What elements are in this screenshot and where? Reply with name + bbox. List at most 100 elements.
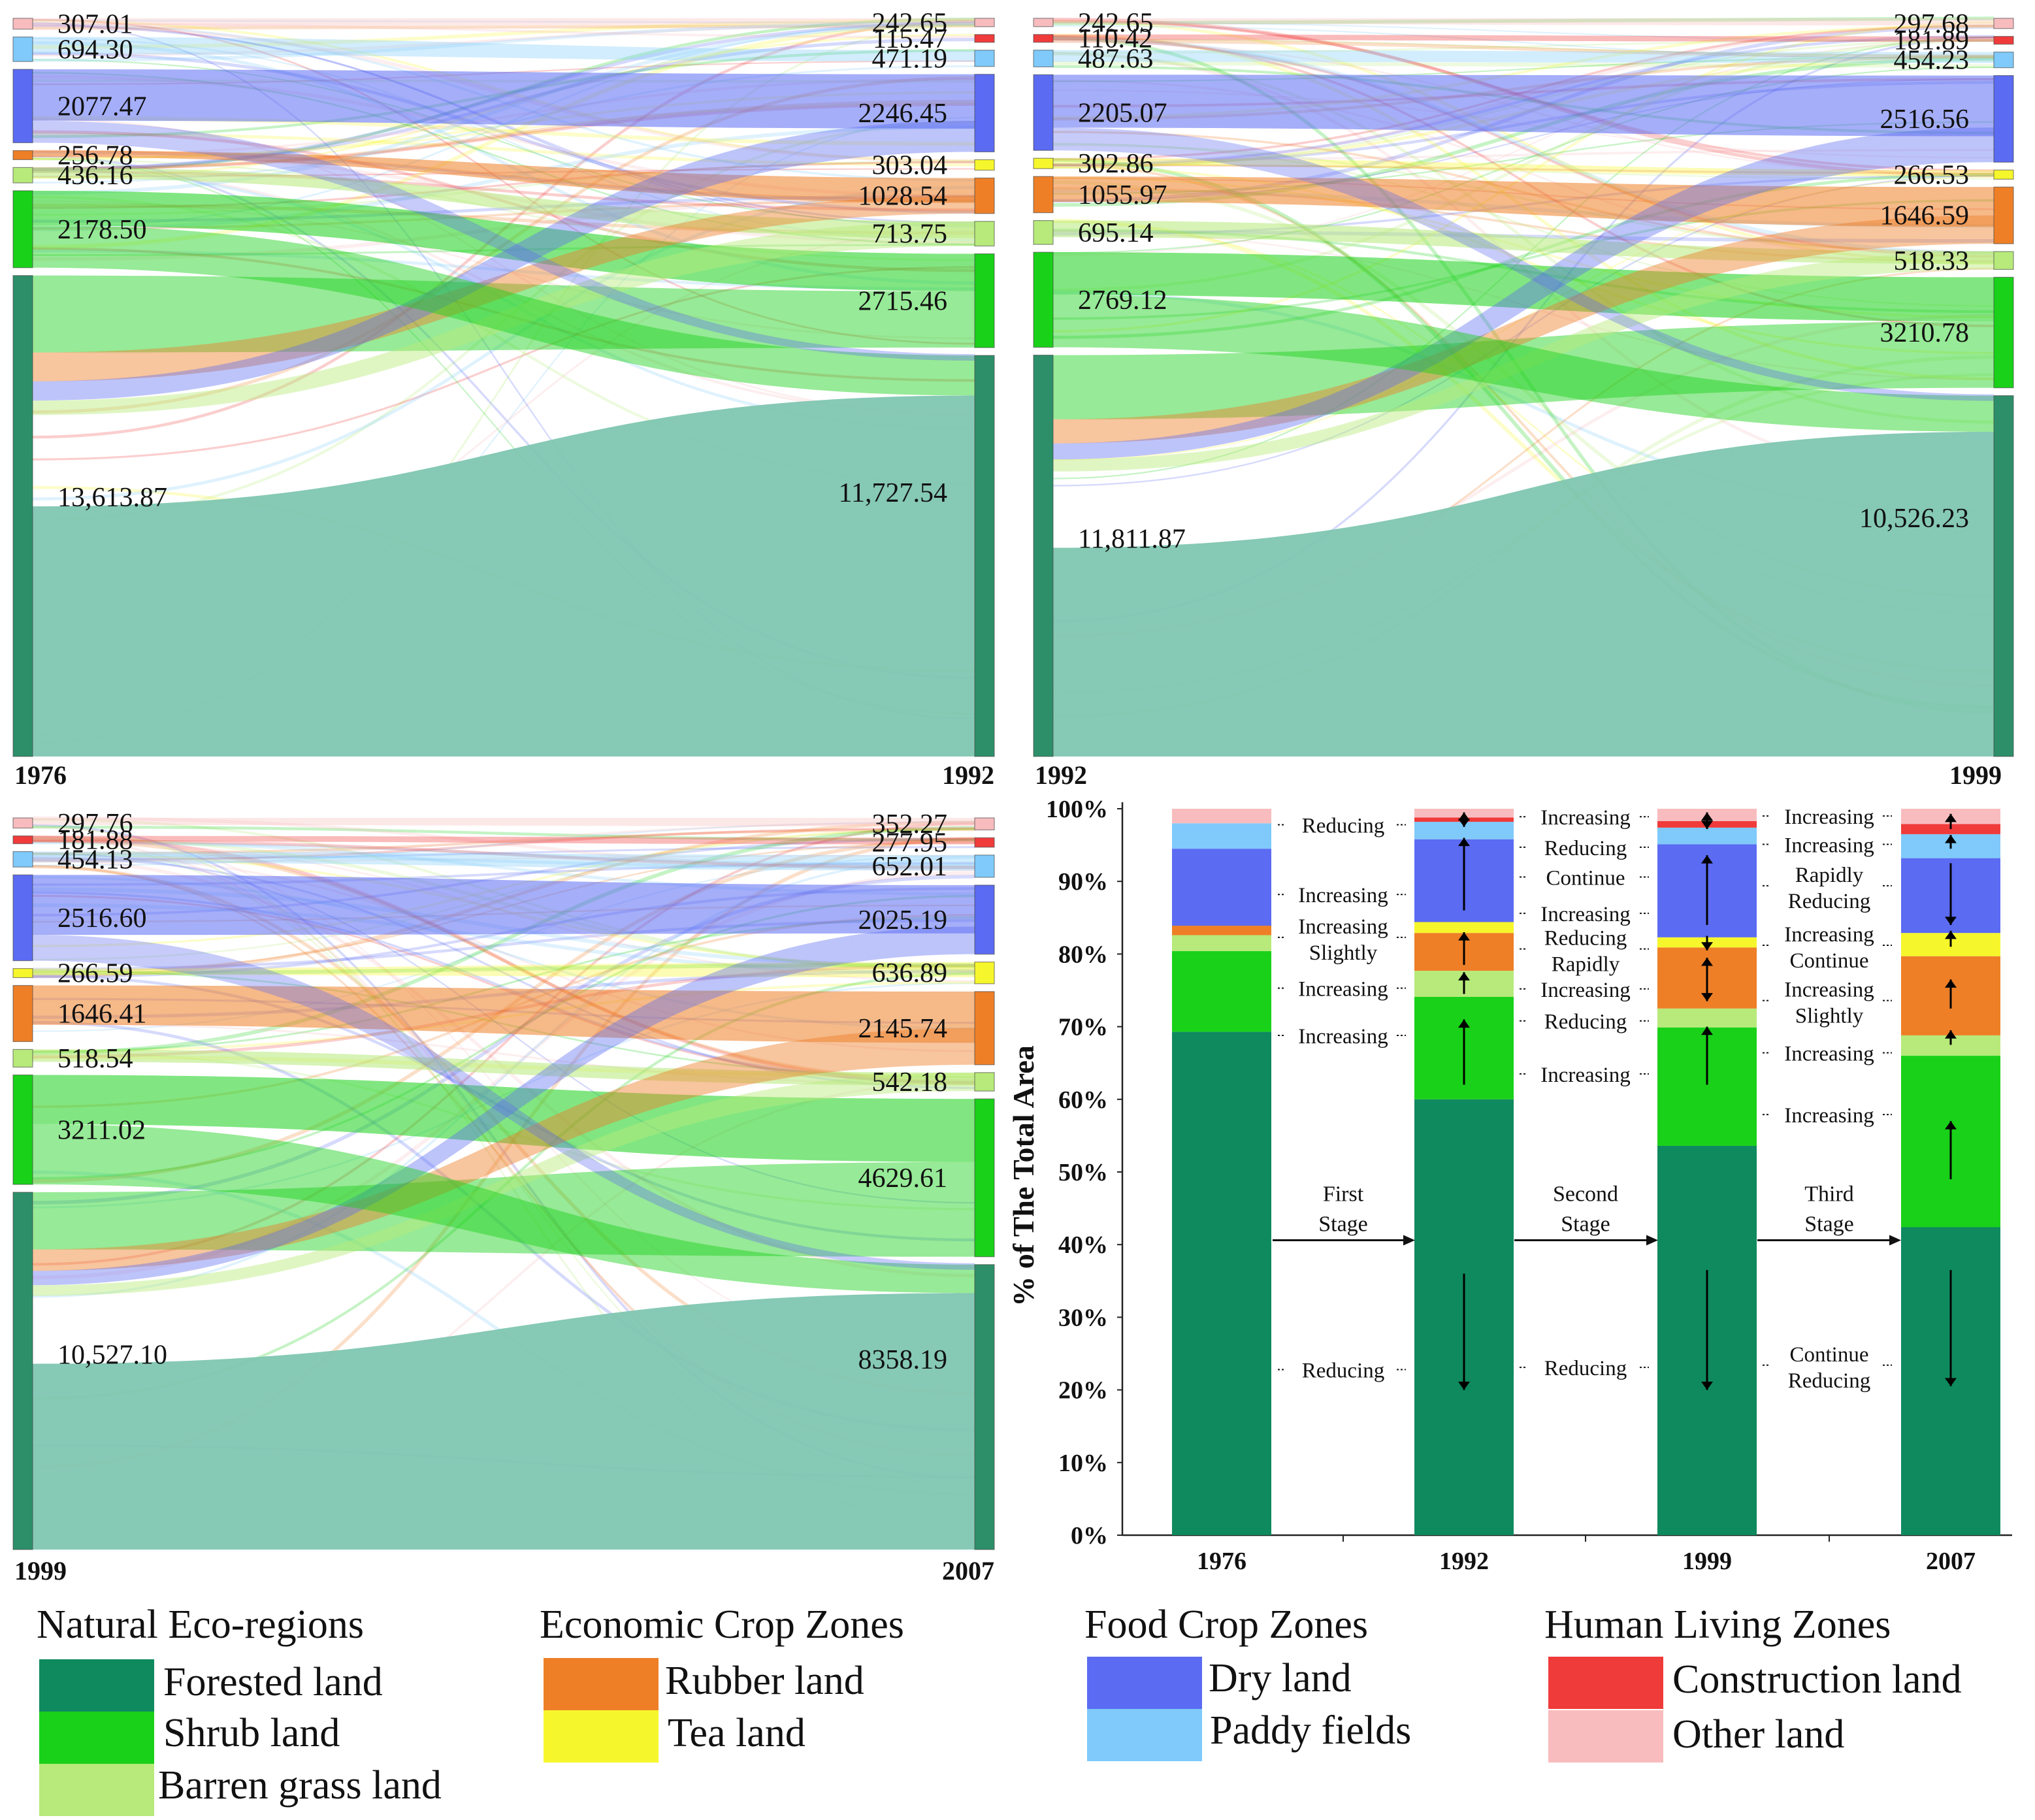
sankey-faint-flow (32, 836, 975, 1085)
sankey-flow-forest-to-rubber (33, 1028, 975, 1271)
trend-annotation: Increasing (1784, 834, 1874, 857)
sankey-flow-other (1053, 18, 1994, 25)
sankey-node-right-rubber (974, 991, 995, 1065)
sankey-flow-forest-to-rubber (1053, 215, 1994, 444)
trend-annotation: Increasing (1784, 1043, 1874, 1066)
arrow-head (1701, 1382, 1713, 1390)
trend-annotation: Increasing (1784, 923, 1874, 947)
sankey-flow-other (33, 18, 975, 26)
trend-annotation: Increasing (1540, 806, 1630, 830)
sankey-left-value-label: 2178.50 (57, 215, 147, 245)
sankey-left-value-label: 694.30 (57, 35, 133, 65)
sankey-faint-flow (32, 816, 975, 871)
bar-segment-1992-tea (1414, 922, 1514, 934)
sankey-flow-shrub-to-forest (33, 1124, 975, 1293)
sankey-left-value-label: 1646.41 (57, 999, 147, 1029)
arrow-head (1701, 993, 1713, 1001)
legend-label-rubber: Rubber land (665, 1659, 864, 1703)
arrow-head (1458, 972, 1470, 981)
sankey-faint-flow (32, 23, 975, 250)
stage-label-line: Stage (1804, 1212, 1854, 1237)
arrow-head (1945, 813, 1957, 822)
sankey-flow-tea (33, 962, 975, 977)
sankey-flow-paddy (1053, 50, 1994, 63)
sankey-node-left-shrub (1033, 252, 1054, 348)
sankey-node-left-other (12, 817, 33, 829)
sankey-node-right-construction (974, 837, 995, 848)
sankey-faint-flow (1052, 39, 1994, 256)
arrow-head (1458, 1382, 1470, 1390)
arrow-head (1701, 812, 1713, 821)
bar-segment-1976-dry (1172, 849, 1271, 926)
sankey-right-value-label: 242.65 (872, 8, 948, 38)
sankey-faint-flow (32, 118, 975, 415)
sankey-left-value-label: 454.13 (57, 845, 133, 875)
sankey-node-right-barren (974, 1072, 995, 1092)
sankey-flow-forest-to-shrub (33, 1162, 975, 1257)
sankey-node-left-forested (1033, 355, 1054, 757)
sankey-flow-shrub (33, 190, 975, 291)
sankey-node-right-tea (974, 962, 995, 984)
y-tick-label: 20% (1058, 1377, 1108, 1405)
sankey-faint-flow (1052, 36, 1994, 479)
legend-swatch-barren (39, 1764, 154, 1816)
sankey-faint-flow (32, 167, 975, 415)
sankey-flow-forested (1053, 431, 1994, 756)
arrow-head (1458, 837, 1470, 847)
bar-segment-1976-paddy (1172, 823, 1271, 849)
x-tick-label: 1999 (1682, 1548, 1732, 1575)
trend-annotation: Rapidly (1552, 953, 1620, 977)
sankey-node-right-rubber (974, 177, 995, 214)
sankey-faint-flow (1052, 25, 1994, 60)
sankey-flow-shrub-to-forest (33, 225, 975, 396)
sankey-right-value-label: 518.33 (1894, 246, 1970, 276)
sankey-right-value-label: 303.04 (872, 150, 948, 180)
sankey-flow-dry (33, 875, 975, 935)
trend-annotation: Increasing (1784, 805, 1874, 829)
sankey-node-left-paddy (12, 851, 33, 868)
sankey-right-year: 1999 (1949, 760, 2002, 790)
sankey-node-left-dry (12, 874, 33, 962)
sankey-node-left-rubber (12, 150, 33, 160)
bar-segment-1976-shrub (1172, 951, 1271, 1032)
sankey-faint-flow (1052, 38, 1994, 258)
stage-label-line: Stage (1318, 1212, 1368, 1237)
sankey-node-left-barren (1033, 220, 1054, 245)
sankey-node-left-tea (12, 967, 33, 979)
sankey-node-right-dry (1993, 75, 2014, 163)
y-tick-label: 80% (1058, 941, 1108, 968)
sankey-node-left-dry (12, 69, 33, 144)
sankey-node-left-other (12, 18, 33, 30)
sankey-flow-forest-to-barren (33, 221, 975, 415)
trend-annotation: Increasing (1540, 979, 1630, 1002)
legend-title-economic: Economic Crop Zones (540, 1602, 904, 1647)
sankey-left-value-label: 487.63 (1078, 44, 1154, 74)
sankey-left-value-label: 695.14 (1078, 218, 1154, 248)
bar-segment-1976-barren (1172, 935, 1271, 951)
legend-label-barren: Barren grass land (158, 1763, 442, 1808)
sankey-node-left-dry (1033, 74, 1054, 151)
sankey-node-left-other (1033, 18, 1054, 27)
legend-label-forested: Forested land (163, 1660, 383, 1704)
arrow-head (1945, 930, 1957, 939)
sankey-left-value-label: 2077.47 (57, 91, 147, 122)
legend-label-shrub: Shrub land (163, 1711, 340, 1755)
sankey-flow-forest-to-dry (1053, 127, 1994, 460)
sankey-flow-forested (33, 1293, 975, 1550)
sankey-node-right-barren (974, 221, 995, 247)
trend-annotation: Increasing (1298, 1025, 1388, 1048)
sankey-flow-construction (1053, 34, 1994, 42)
y-tick-label: 40% (1058, 1231, 1108, 1259)
sankey-right-value-label: 2715.46 (858, 286, 948, 316)
sankey-node-right-construction (1993, 36, 2014, 45)
bar-segment-1999-barren (1657, 1008, 1757, 1028)
sankey-right-value-label: 713.75 (872, 219, 948, 250)
sankey-faint-flow (32, 821, 975, 859)
sankey-flow-dry-to-forest (33, 935, 975, 1270)
sankey-node-left-construction (1033, 34, 1054, 43)
sankey-flow-rubber (1053, 176, 1994, 227)
sankey-node-left-forested (12, 1192, 33, 1550)
stage-label-line: Stage (1561, 1212, 1610, 1237)
sankey-faint-flow (1052, 163, 1994, 180)
